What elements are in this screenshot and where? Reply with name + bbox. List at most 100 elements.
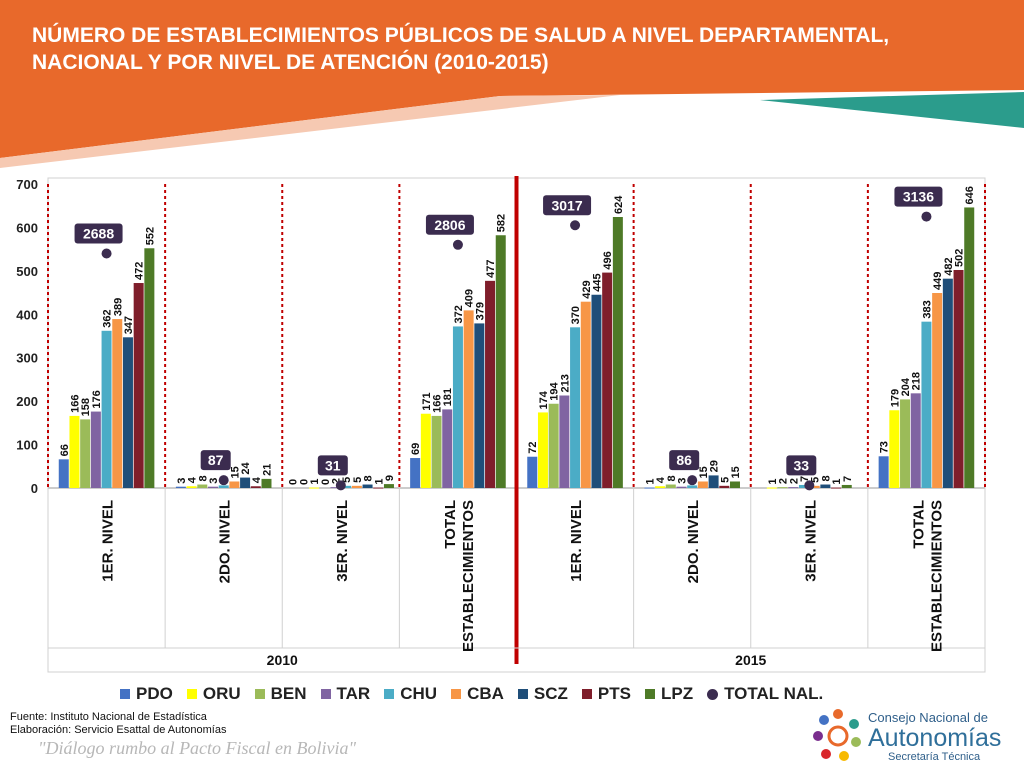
bar [932,293,943,488]
header-teal-stripe [760,92,1024,128]
bar-value-label: 496 [602,251,614,269]
total-label-box [669,450,700,471]
bar-value-label: 166 [69,395,81,413]
bar [373,487,384,489]
y-tick-label: 300 [16,351,38,366]
bar [420,413,431,488]
category-label: ESTABLECIMIENTOS [928,500,945,652]
total-marker [687,475,698,486]
bar-value-label: 3 [176,478,188,484]
bar-value-label: 477 [485,259,497,277]
logo-line-2: Autonomías [868,724,1002,752]
bar [644,487,655,489]
y-tick-label: 200 [16,394,38,409]
bar [602,272,613,488]
header-orange-shape [0,0,1024,158]
bar [452,326,463,488]
legend-label: TAR [336,684,371,703]
logo-line-1: Consejo Nacional de [868,710,988,725]
bar [112,319,123,488]
bar [591,294,602,488]
bar [537,412,548,488]
bar [708,475,719,488]
bar [218,485,229,488]
legend-label: PDO [136,684,173,703]
elaboration-line: Elaboración: Servicio Esattal de Autonom… [10,724,227,736]
bar [921,321,932,488]
legend-item: PTS [581,684,631,704]
bar-value-label: 73 [879,441,891,453]
bar [351,485,362,488]
slogan: "Diálogo rumbo al Pacto Fiscal en Bolivi… [38,738,357,758]
total-marker [452,239,463,250]
bar-value-label: 2 [778,478,790,484]
y-tick-label: 500 [16,264,38,279]
legend-item: LPZ [644,684,693,704]
bar-value-label: 5 [810,477,822,483]
bar-value-label: 1 [767,478,779,484]
bar-value-label: 409 [464,289,476,307]
bar [719,485,730,488]
bar [665,484,676,488]
bar-value-label: 166 [432,395,444,413]
bar-value-label: 1 [831,478,843,484]
bar [175,486,186,488]
total-label-box [74,223,123,244]
bar-value-label: 3 [676,478,688,484]
bar [309,487,320,489]
bar-value-label: 379 [474,302,486,320]
total-marker [101,248,112,259]
total-marker [804,480,815,491]
bar-value-label: 7 [842,476,854,482]
bar-value-label: 646 [964,186,976,204]
bar-value-label: 8 [197,475,209,481]
legend-swatch [120,689,130,699]
bar-value-label: 552 [144,227,156,245]
legend-item: TAR [320,684,371,704]
category-label: 1ER. NIVEL [568,500,585,582]
legend-item: ORU [186,684,241,704]
bar-value-label: 158 [80,398,92,416]
bar-value-label: 7 [799,476,811,482]
bar [777,487,788,489]
logo-mark-icon [813,709,861,761]
bar [580,301,591,488]
bar [570,327,581,488]
total-label: 3017 [551,197,582,213]
bar-value-label: 72 [527,441,539,453]
bar [442,409,453,488]
bar-value-label: 5 [719,477,731,483]
bar [144,248,155,488]
y-tick-label: 0 [31,481,38,496]
logo: Consejo Nacional de Autonomías Secretarí… [812,706,1012,766]
total-marker [335,480,346,491]
bar-value-label: 582 [496,214,508,232]
bar [942,278,953,488]
total-label: 87 [208,452,224,468]
y-tick-label: 400 [16,307,38,322]
total-marker [218,475,229,486]
legend-label: ORU [202,684,241,703]
bar-value-label: 362 [102,309,114,327]
legend-swatch [451,689,462,699]
bar-value-label: 15 [698,466,710,478]
category-label: ESTABLECIMIENTOS [460,500,477,652]
bar [527,456,538,488]
bar [186,486,197,488]
bar-value-label: 66 [59,444,71,456]
bar-value-label: 8 [363,475,375,481]
chart-legend: PDO ORU BEN TAR CHU CBA SCZ PTS LPZ TOTAL NAL. [120,683,1020,705]
bar [729,481,740,488]
bar-value-label: 8 [666,475,678,481]
bar-value-label: 218 [911,372,923,390]
category-label: 2DO. NIVEL [685,500,702,583]
legend-item: TOTAL NAL. [707,684,823,704]
bar [58,459,69,488]
legend-swatch [581,689,592,699]
bar [197,484,208,488]
bar [229,481,240,488]
bar [655,486,666,488]
bar [889,410,900,488]
bar [410,458,421,488]
bar [878,456,889,488]
